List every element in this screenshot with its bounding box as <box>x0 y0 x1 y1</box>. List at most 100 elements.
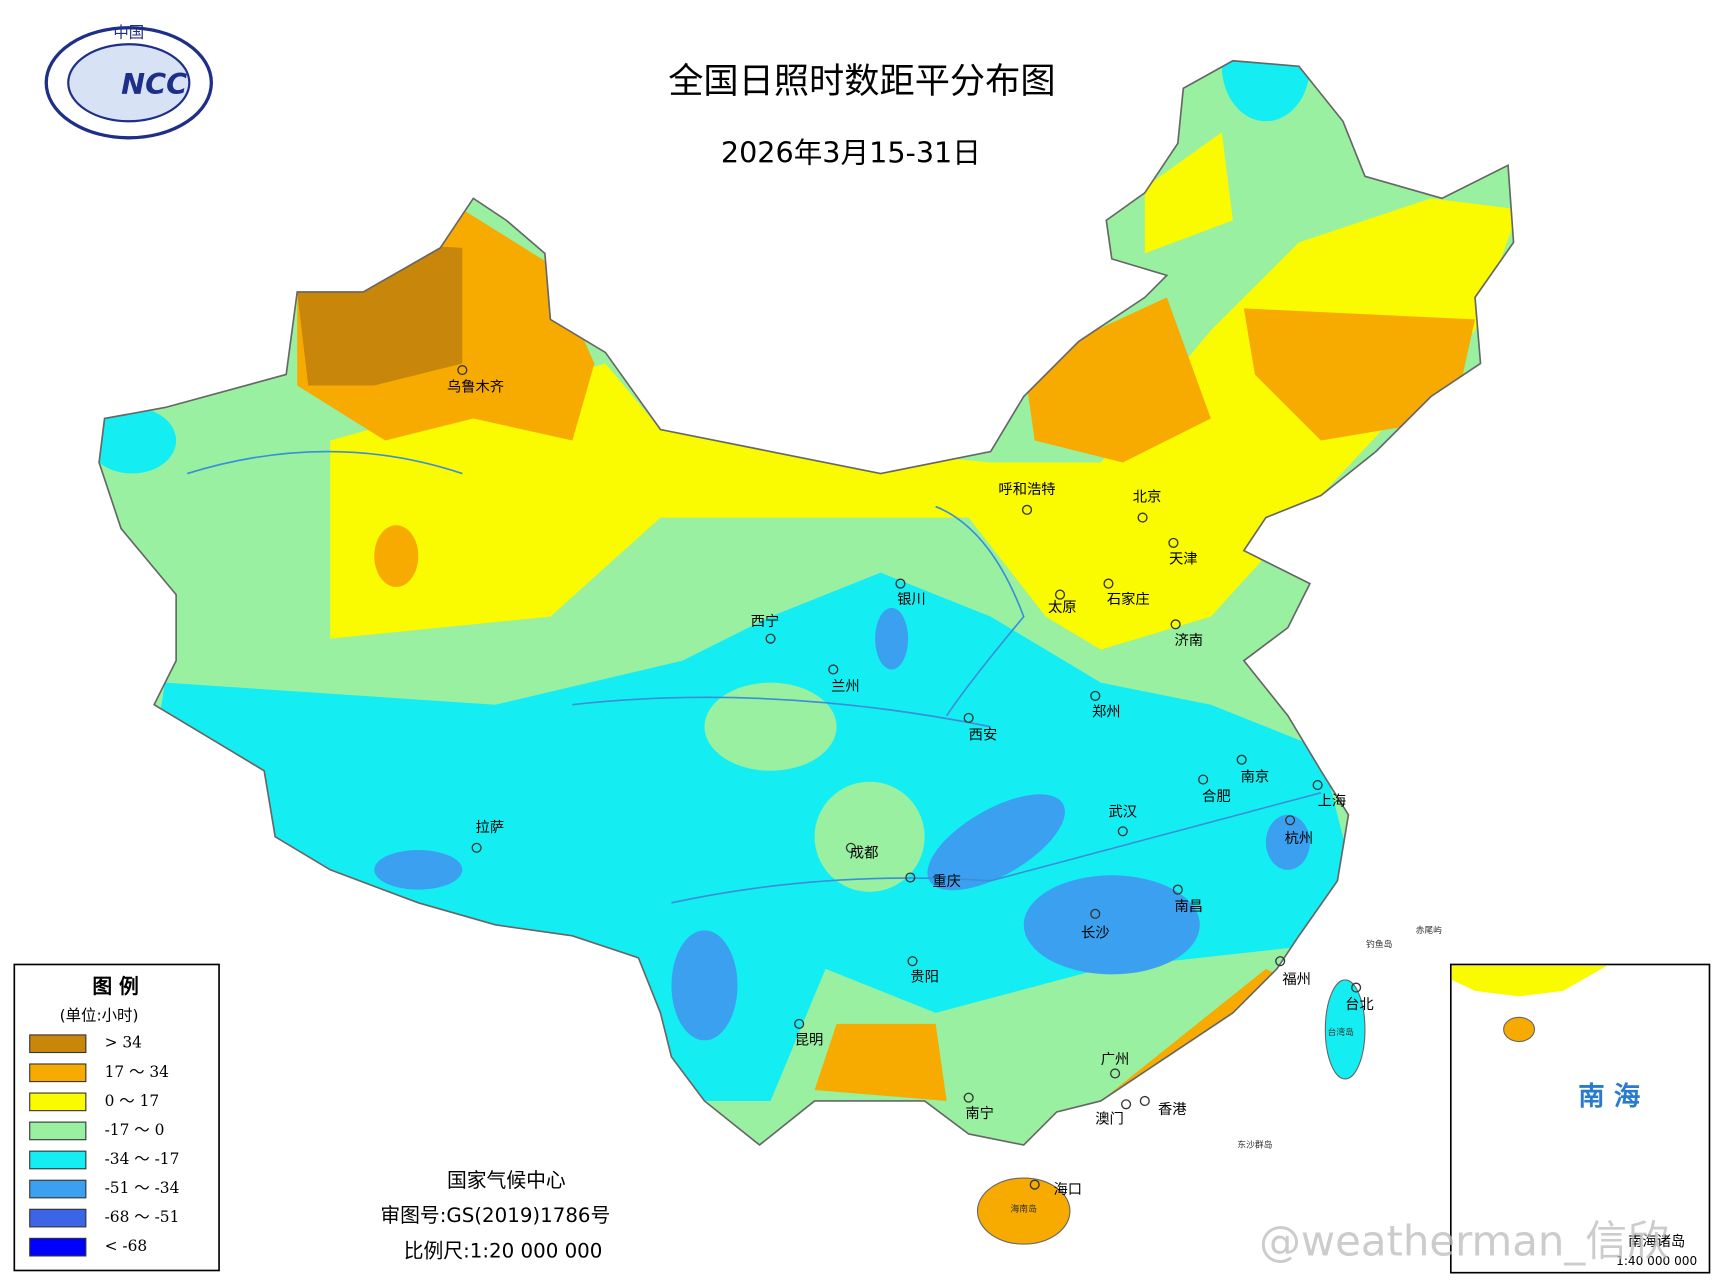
city-label: 天津 <box>1169 550 1198 567</box>
city-label: 海口 <box>1053 1181 1082 1198</box>
city-marker <box>1110 1068 1121 1079</box>
hainan <box>976 1177 1071 1245</box>
city-label: 长沙 <box>1081 925 1110 942</box>
city-marker <box>907 956 918 967</box>
zone <box>1221 60 1310 122</box>
city-marker <box>1117 826 1128 837</box>
city-marker <box>845 842 856 853</box>
watermark: @weatherman_信欣 <box>1259 1217 1669 1266</box>
zone <box>875 607 909 670</box>
city-marker <box>1170 619 1181 630</box>
city-label: 上海 <box>1318 793 1347 810</box>
zone <box>927 794 1065 891</box>
city-label: 银川 <box>897 591 926 608</box>
city-label: 香港 <box>1158 1101 1187 1118</box>
legend-label: -51 ～ -34 <box>105 1179 180 1197</box>
city-marker <box>963 712 974 723</box>
legend-swatch <box>29 1237 87 1257</box>
city-marker <box>765 633 776 644</box>
city-label: 重庆 <box>932 873 961 890</box>
logo-top: 中国 <box>113 24 144 42</box>
city-label: 昆明 <box>795 1032 824 1048</box>
legend-label: 0 ～ 17 <box>105 1092 160 1110</box>
credit-org: 国家气候中心 <box>447 1169 566 1192</box>
legend-swatch <box>29 1063 87 1083</box>
zone <box>154 572 1354 1101</box>
zone <box>99 407 177 474</box>
city-marker <box>1312 779 1323 791</box>
place-label: 钓鱼岛 <box>1366 938 1393 950</box>
legend-swatch <box>29 1150 87 1170</box>
logo-text: NCC <box>121 67 187 101</box>
city-marker <box>1285 815 1296 826</box>
city-label: 合肥 <box>1202 788 1231 805</box>
inset-box <box>1449 963 1711 1274</box>
legend-swatch <box>29 1179 87 1199</box>
title: 全国日照时数距平分布图 <box>668 61 1055 102</box>
place-label: 海南岛 <box>1011 1202 1038 1214</box>
legend-swatch <box>29 1092 87 1112</box>
inset-scale: 1:40 000 000 <box>1616 1254 1697 1268</box>
legend-label: -17 ～ 0 <box>105 1121 165 1139</box>
city-label: 南宁 <box>965 1105 994 1122</box>
legend-title: 图 例 <box>92 975 139 998</box>
zone <box>671 930 738 1041</box>
subtitle: 2026年3月15-31日 <box>721 135 981 169</box>
city-marker <box>895 578 906 589</box>
city-marker <box>1275 956 1286 967</box>
city-marker <box>1198 774 1209 785</box>
legend-label: -34 ～ -17 <box>105 1150 180 1168</box>
city-marker <box>1137 512 1148 523</box>
place-labels: 海南岛 台湾岛 钓鱼岛 赤尾屿 东沙群岛 <box>1011 925 1443 1214</box>
zone <box>374 849 463 890</box>
legend-label: 17 ～ 34 <box>105 1063 170 1081</box>
city-label: 郑州 <box>1092 703 1121 720</box>
legend: 图 例 (单位:小时) > 34 17 ～ 34 0 ～ 17 -17 ～ 0 -34 … <box>13 963 220 1272</box>
city-marker <box>794 1018 805 1029</box>
legend-label: > 34 <box>105 1034 143 1052</box>
city-label: 澳门 <box>1095 1111 1124 1128</box>
taiwan <box>1324 979 1366 1080</box>
city-label: 西安 <box>969 727 998 744</box>
city-marker <box>963 1092 974 1103</box>
place-label: 台湾岛 <box>1328 1026 1355 1038</box>
credit-scale: 比例尺:1:20 000 000 <box>404 1239 603 1262</box>
legend-unit: (单位:小时) <box>60 1007 139 1025</box>
zone <box>330 132 1514 650</box>
city-label: 济南 <box>1175 632 1204 649</box>
city-marker <box>1236 754 1247 765</box>
city-label: 石家庄 <box>1107 590 1150 608</box>
legend-label: -68 ～ -51 <box>105 1208 180 1226</box>
city-marker <box>471 842 482 853</box>
place-label: 东沙群岛 <box>1237 1138 1272 1150</box>
city-marker <box>1029 1179 1040 1190</box>
city-marker <box>828 664 839 675</box>
city-marker <box>1054 589 1066 600</box>
city-marker <box>1121 1099 1132 1110</box>
city-label: 贵阳 <box>910 969 939 986</box>
zone <box>374 525 419 587</box>
legend-label: < -68 <box>105 1237 148 1255</box>
zone <box>814 781 925 892</box>
zone <box>704 682 837 771</box>
river <box>186 450 1322 904</box>
city-label: 南昌 <box>1175 898 1204 915</box>
city-label: 西宁 <box>751 613 780 630</box>
city-marker <box>1090 908 1101 919</box>
legend-swatch <box>29 1034 87 1054</box>
city-marker <box>457 364 468 376</box>
city-marker <box>1168 537 1179 548</box>
credit-review: 审图号:GS(2019)1786号 <box>380 1204 610 1227</box>
city-marker <box>1103 578 1114 589</box>
city-label: 武汉 <box>1108 804 1137 821</box>
legend-items: > 34 17 ～ 34 0 ～ 17 -17 ～ 0 -34 ～ -17 -51 ～ -… <box>29 1034 180 1257</box>
inset-label: 南 海 <box>1578 1081 1640 1112</box>
zone <box>1023 875 1200 975</box>
city-label: 南京 <box>1241 768 1270 785</box>
place-label: 赤尾屿 <box>1416 925 1443 936</box>
zone <box>1503 1016 1536 1043</box>
legend-swatch <box>29 1121 87 1141</box>
legend-swatch <box>29 1208 87 1228</box>
logo: 中国 NCC <box>44 24 213 140</box>
city-marker <box>1021 504 1033 515</box>
